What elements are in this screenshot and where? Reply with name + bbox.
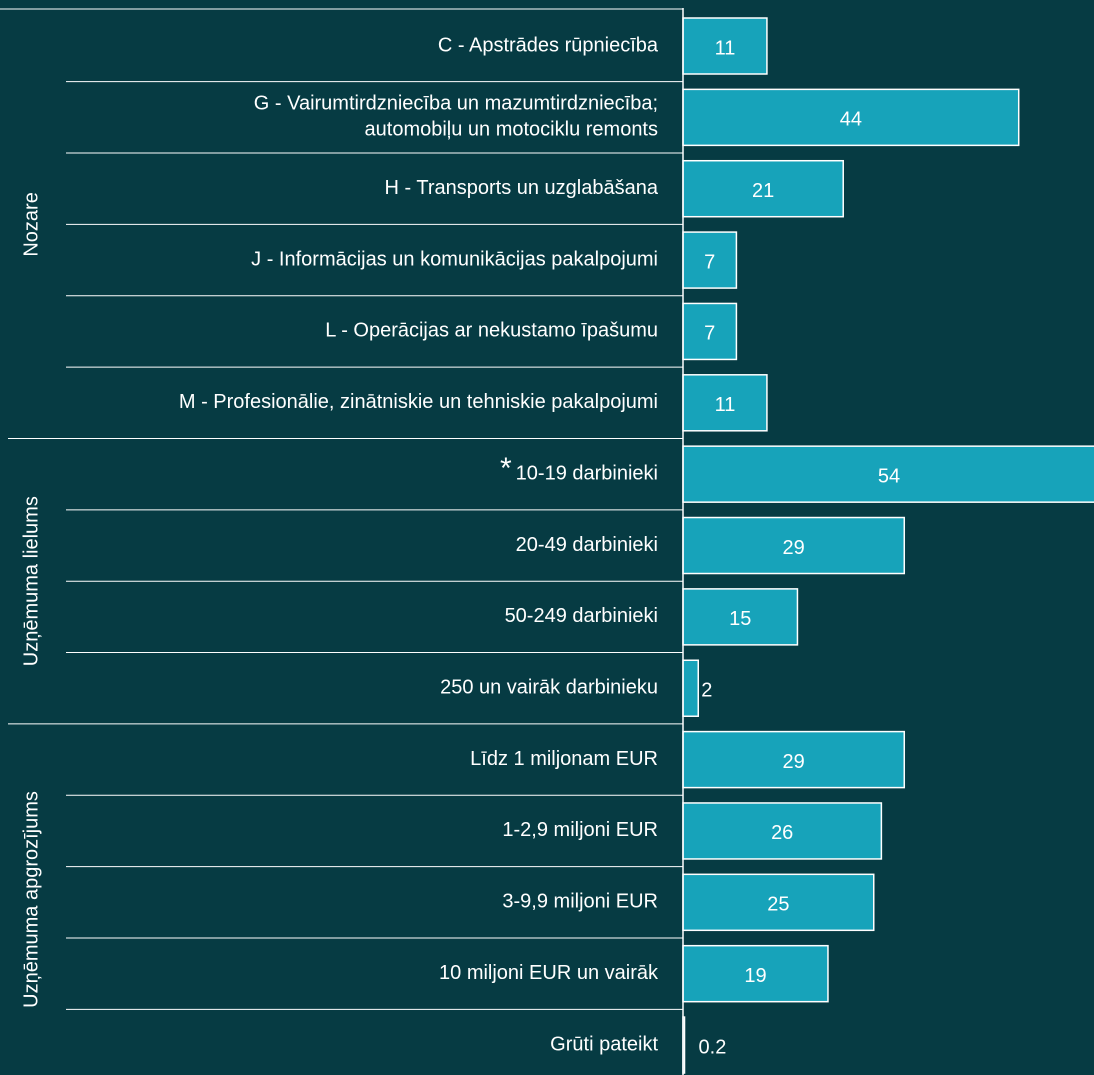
bar bbox=[682, 159, 844, 218]
category-label: 250 un vairāk darbinieku bbox=[440, 677, 658, 699]
value-label: 11 bbox=[715, 37, 736, 59]
annotation: * bbox=[500, 452, 512, 485]
category-label: 3-9,9 miljoni EUR bbox=[502, 891, 658, 913]
category-label: Līdz 1 miljonam EUR bbox=[470, 748, 658, 770]
bar bbox=[682, 588, 799, 646]
category-label: G - Vairumtirdzniecība un mazumtirdzniec… bbox=[254, 93, 658, 141]
bar bbox=[682, 374, 768, 432]
category-label: H - Transports un uzglabāšana bbox=[385, 177, 659, 199]
value-label: 2 bbox=[701, 680, 712, 702]
value-label: 29 bbox=[783, 537, 805, 559]
value-label: 44 bbox=[840, 109, 862, 131]
category-label: 1-2,9 miljoni EUR bbox=[502, 819, 658, 841]
value-label: 26 bbox=[771, 822, 793, 844]
value-label: 21 bbox=[752, 180, 774, 202]
value-label: 19 bbox=[744, 965, 766, 987]
group-label: Uzņēmuma lielums bbox=[20, 496, 42, 666]
category-label: M - Profesionālie, zinātniskie un tehnis… bbox=[179, 391, 658, 413]
category-label: 50-249 darbinieki bbox=[505, 605, 658, 627]
bar bbox=[682, 231, 738, 289]
category-label: Grūti pateikt bbox=[550, 1033, 658, 1055]
value-label: 0.2 bbox=[699, 1036, 727, 1058]
group-label: Nozare bbox=[20, 192, 42, 256]
bar bbox=[682, 445, 1094, 503]
category-label: L - Operācijas ar nekustamo īpašumu bbox=[325, 320, 658, 342]
value-label: 7 bbox=[704, 251, 715, 273]
bar bbox=[682, 873, 875, 932]
category-label: 10-19 darbinieki bbox=[516, 462, 658, 484]
bar bbox=[682, 944, 829, 1003]
group-label: Uzņēmuma apgrozījums bbox=[20, 791, 42, 1008]
bar bbox=[682, 88, 1020, 147]
category-label: 10 miljoni EUR un vairāk bbox=[439, 962, 659, 984]
category-label: 20-49 darbinieki bbox=[516, 534, 658, 556]
category-label: J - Informācijas un komunikācijas pakalp… bbox=[251, 248, 658, 270]
category-label-line: G - Vairumtirdzniecība un mazumtirdzniec… bbox=[254, 93, 658, 115]
value-label: 7 bbox=[704, 323, 715, 345]
value-label: 15 bbox=[729, 608, 751, 630]
bar bbox=[682, 516, 906, 575]
value-label: 25 bbox=[767, 894, 789, 916]
value-label: 29 bbox=[783, 751, 805, 773]
bar bbox=[682, 302, 738, 361]
bar bbox=[682, 730, 906, 789]
value-label: 11 bbox=[715, 394, 736, 416]
bar bbox=[682, 659, 700, 717]
category-label: C - Apstrādes rūpniecība bbox=[438, 34, 659, 56]
bar bbox=[682, 802, 883, 860]
bar bbox=[682, 17, 768, 75]
category-label-line: automobiļu un motociklu remonts bbox=[365, 119, 658, 141]
value-label: 54 bbox=[878, 465, 900, 487]
